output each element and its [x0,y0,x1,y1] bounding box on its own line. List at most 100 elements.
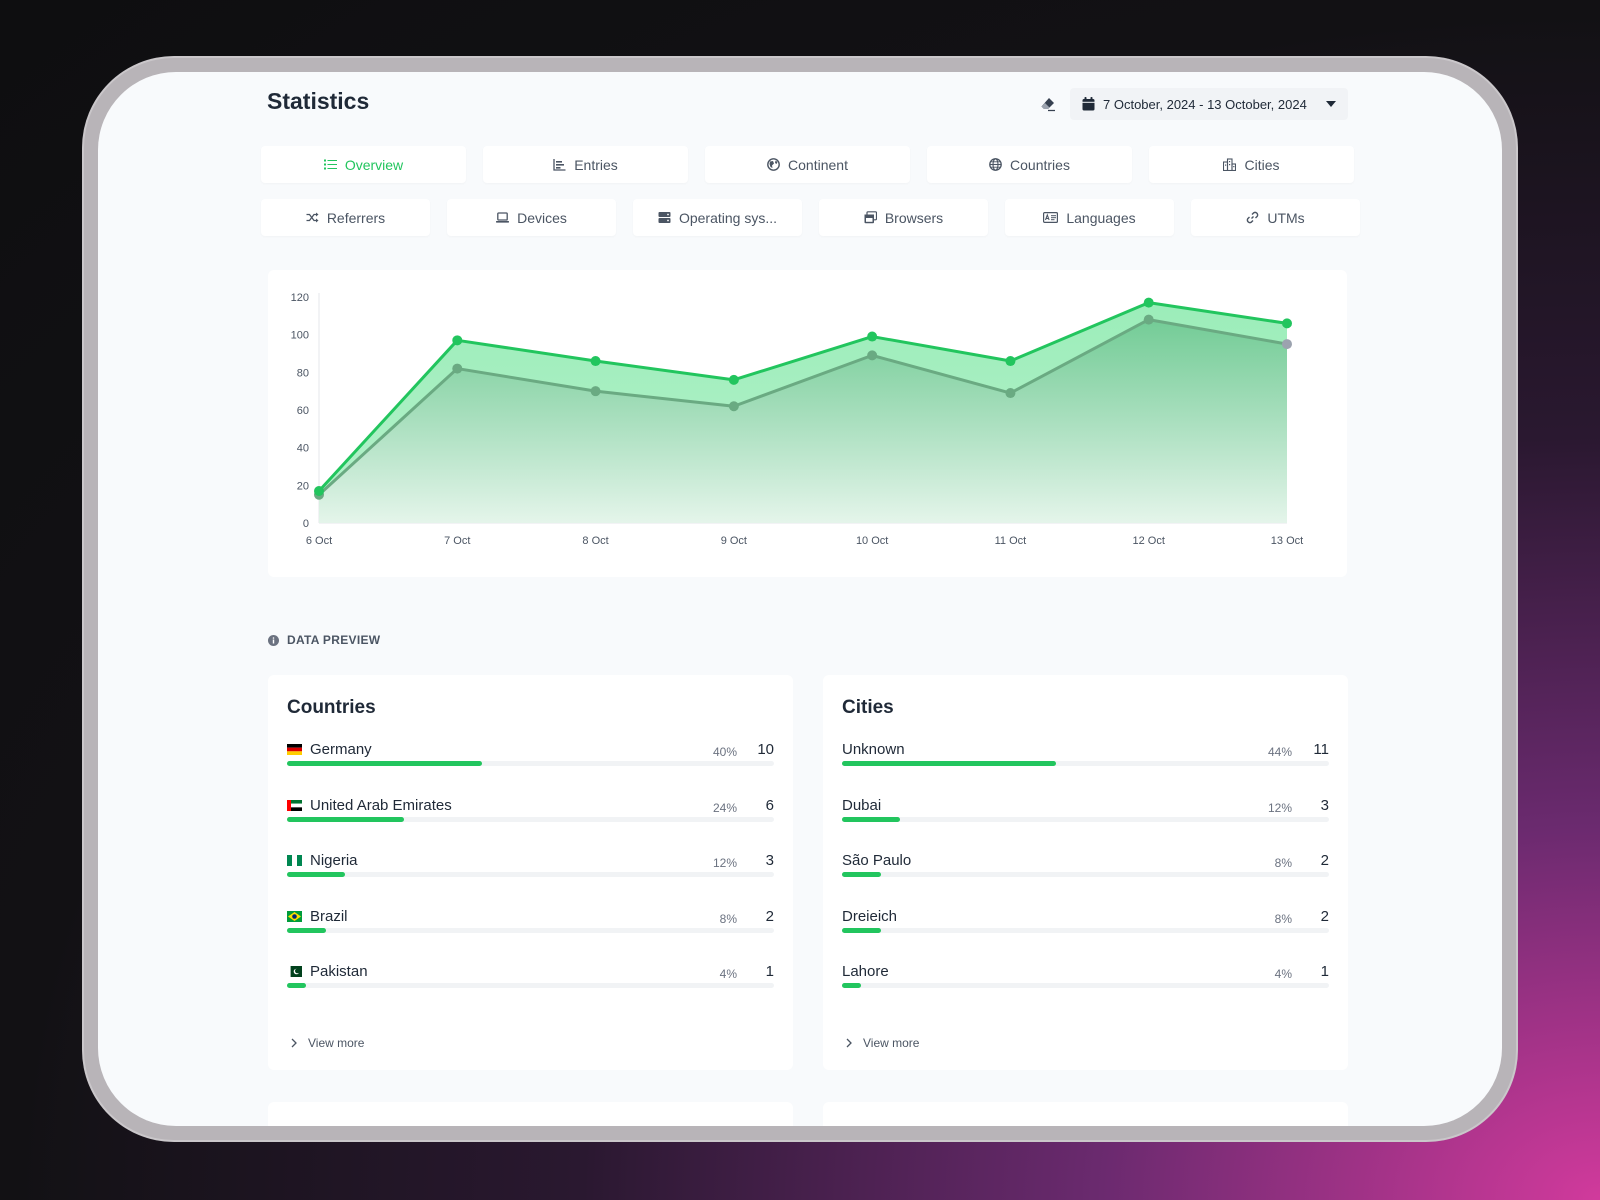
view-more-link[interactable]: View more [290,1036,364,1050]
tab-utms[interactable]: UTMs [1191,199,1360,236]
series-0-point[interactable] [1143,297,1154,308]
page-title: Statistics [267,88,370,114]
visits-chart-card: 0 20 40 60 80 100 120 6 Oct 7 Oct 8 Oct 9 Oct 10 Oc… [268,270,1347,577]
item-count: 1 [1320,963,1329,980]
tab-continent[interactable]: Continent [705,146,910,183]
earth-icon [767,158,780,171]
tab-referrers[interactable]: Referrers [261,199,430,236]
x-tick-label: 8 Oct [582,535,608,547]
card-title: Cities [842,697,894,718]
series-0-point[interactable] [867,331,878,342]
list-item[interactable]: Unknown 44% 11 [842,741,1329,777]
item-label: Lahore [842,963,889,980]
tab-label: Cities [1244,156,1280,173]
item-label: São Paulo [842,852,911,869]
item-label-text: Lahore [842,963,889,980]
series-0-point[interactable] [314,485,324,496]
server-icon [658,212,671,223]
tab-label: Entries [574,156,618,173]
progress-track [287,761,774,766]
series-0-point[interactable] [728,374,739,385]
tab-countries[interactable]: Countries [927,146,1132,183]
progress-fill [842,761,1057,766]
laptop-icon [496,212,510,223]
item-label-text: Dubai [842,796,882,814]
bar-chart-icon [553,159,566,171]
y-tick-label: 40 [297,443,309,455]
shuffle-icon [306,212,319,223]
globe-icon [989,158,1002,171]
x-tick-label: 12 Oct [1133,535,1165,547]
view-more-label: View more [863,1036,920,1050]
progress-track [287,927,774,933]
series-1-point[interactable] [1143,314,1154,325]
item-count: 2 [1320,852,1329,869]
view-more-link[interactable]: View more [845,1036,919,1050]
item-count: 2 [765,907,774,925]
item-label-text: Pakistan [310,963,368,980]
item-count: 1 [765,963,774,980]
section-label-text: DATA PREVIEW [287,633,381,647]
tab-languages[interactable]: Languages [1005,199,1174,236]
list-item[interactable]: Brazil 8% 2 [287,908,774,944]
tab-label: Operating sys... [678,209,778,226]
tab-overview[interactable]: Overview [261,146,466,183]
tab-browsers[interactable]: Browsers [819,199,988,236]
series-0-line [317,301,1288,492]
chevron-right-icon [846,1038,852,1048]
tab-cities[interactable]: Cities [1149,146,1354,183]
series-1-point[interactable] [1005,388,1016,399]
list-item[interactable]: Lahore 4% 1 [842,963,1329,999]
list-item[interactable]: United Arab Emirates 24% 6 [287,797,774,833]
tab-operating-systems[interactable]: Operating sys... [633,199,802,236]
cities-card: Cities Unknown 44% 11 Dubai 12% 3 São Paulo 8% 2… [823,675,1348,1070]
item-label: Brazil [287,908,348,925]
item-percent: 12% [712,856,737,870]
series-1-area [319,319,1287,523]
city-icon [1223,158,1237,171]
series-0-point[interactable] [452,335,463,346]
series-1-point[interactable] [867,350,878,361]
next-card-stub [268,1102,793,1126]
list-item[interactable]: Nigeria 12% 3 [287,852,774,888]
item-label: Dreieich [842,908,897,925]
progress-fill [842,927,881,933]
tab-devices[interactable]: Devices [447,199,616,236]
tab-label: UTMs [1267,209,1305,226]
item-label: Nigeria [287,852,358,869]
series-0-point[interactable] [1282,318,1292,329]
item-label-text: Germany [310,741,372,758]
item-percent: 8% [1274,856,1292,870]
item-count: 11 [1313,741,1329,758]
item-label: Germany [287,741,372,758]
list-item[interactable]: Dubai 12% 3 [842,797,1329,833]
tabs-row-secondary: Referrers Devices Operating sys... [261,199,1360,236]
series-1-point[interactable] [452,363,463,374]
list-item[interactable]: São Paulo 8% 2 [842,852,1329,888]
chevron-down-icon [1326,101,1336,107]
list-item[interactable]: Pakistan 4% 1 [287,963,774,999]
progress-fill [842,816,901,822]
series-1-point[interactable] [728,401,739,412]
item-label-text: United Arab Emirates [310,796,452,814]
x-tick-label: 13 Oct [1271,535,1303,547]
calendar-icon [1082,97,1095,111]
date-range-picker[interactable]: 7 October, 2024 - 13 October, 2024 [1070,88,1348,120]
item-percent: 40% [712,745,737,759]
series-1-point[interactable] [1282,339,1292,350]
window-icon [864,211,877,224]
list-item[interactable]: Dreieich 8% 2 [842,908,1329,944]
eraser-icon[interactable] [1040,96,1056,112]
y-tick-label: 20 [297,480,309,492]
app-screen: Statistics 7 October, 2024 - 13 October,… [98,72,1502,1126]
tab-entries[interactable]: Entries [483,146,688,183]
series-0-point[interactable] [590,356,601,367]
list-item[interactable]: Germany 40% 10 [287,741,774,777]
item-count: 10 [757,741,774,758]
series-1-point[interactable] [590,386,601,397]
series-0-point[interactable] [1005,356,1016,367]
progress-fill [842,983,862,988]
date-range-label: 7 October, 2024 - 13 October, 2024 [1103,96,1307,112]
flag-de-icon [287,744,302,755]
view-more-label: View more [308,1036,365,1050]
